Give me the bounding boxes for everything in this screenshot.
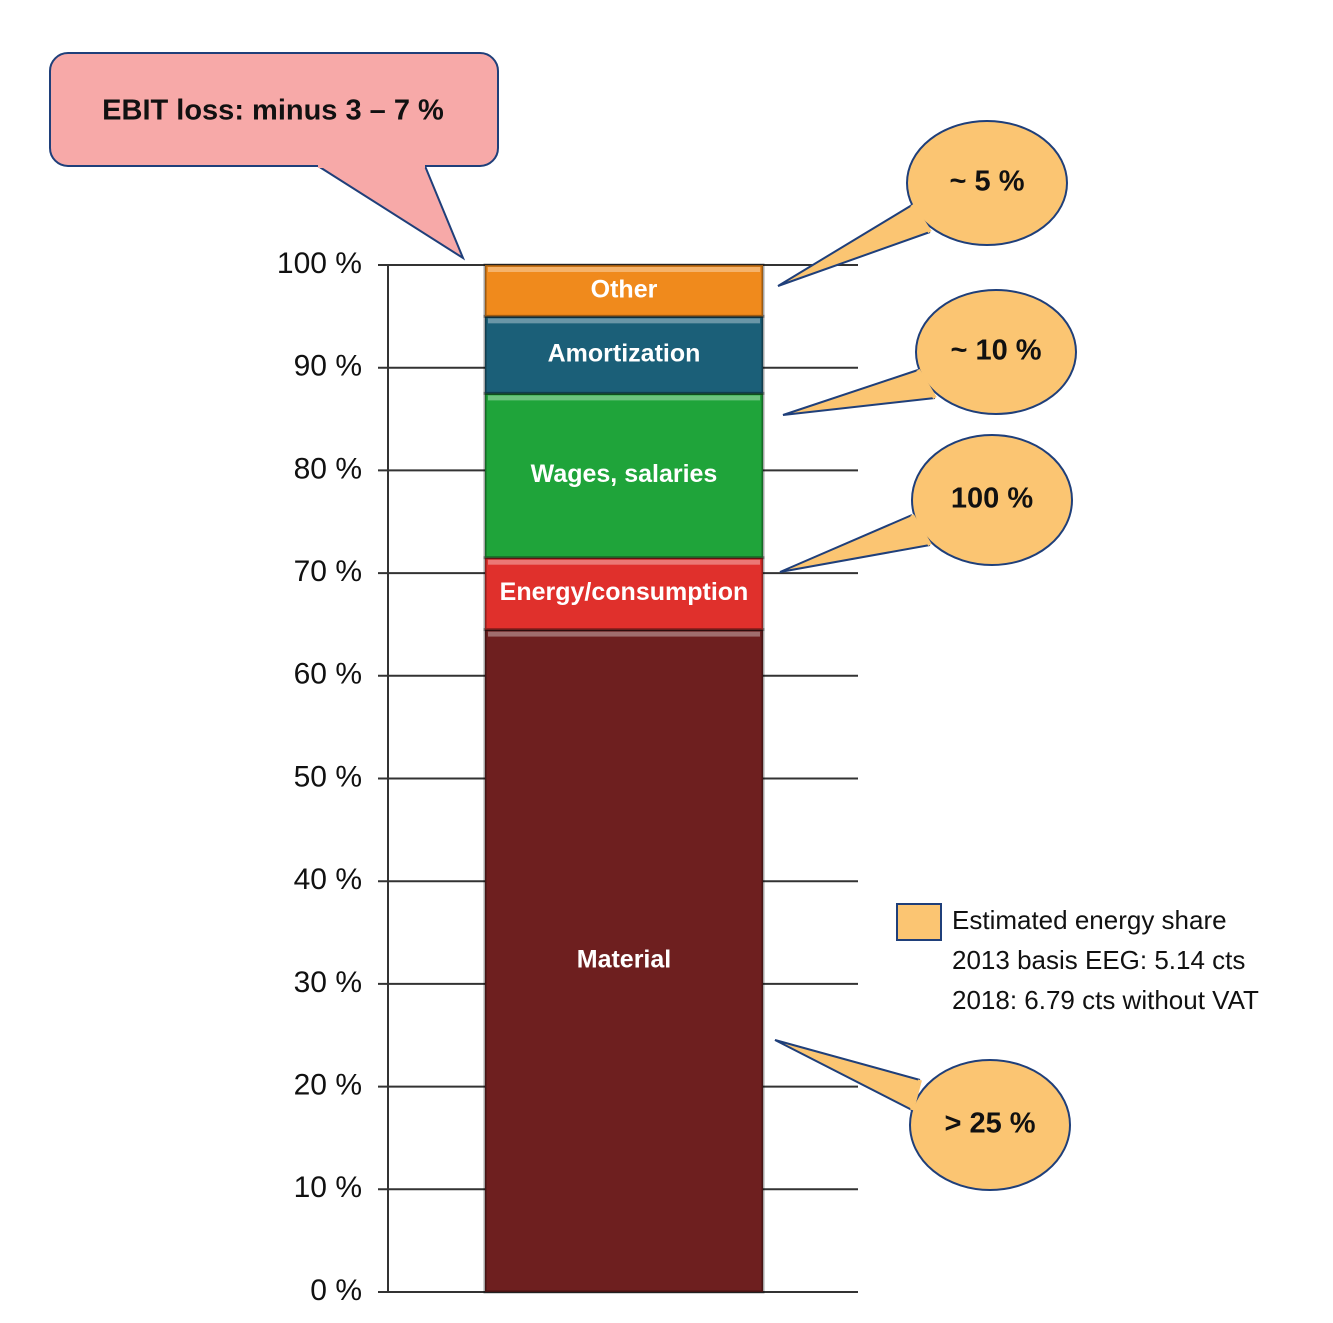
bar-segment — [483, 628, 765, 1294]
callout-text: 100 % — [951, 483, 1033, 515]
note-text: 2018: 6.79 cts without VAT — [952, 985, 1259, 1015]
bar-highlight — [488, 318, 760, 324]
y-tick-label: 70 % — [294, 555, 362, 588]
y-tick-label: 50 % — [294, 760, 362, 793]
segment-label: Energy/consumption — [500, 578, 749, 606]
callout-pointer — [317, 165, 466, 261]
y-tick-label: 20 % — [294, 1069, 362, 1102]
callout-bubble — [906, 120, 1068, 246]
callout-text: ~ 10 % — [950, 335, 1041, 367]
y-tick-label: 0 % — [310, 1274, 362, 1307]
callout-pointer — [777, 204, 931, 287]
note: Estimated energy share 2013 basis EEG: 5.… — [896, 903, 1259, 1015]
callout-pointer — [779, 514, 931, 573]
y-tick-label: 80 % — [294, 452, 362, 485]
bar-segment — [483, 263, 765, 318]
y-tick-label: 60 % — [294, 658, 362, 691]
callout-text: > 25 % — [944, 1108, 1035, 1140]
callout-pointer — [774, 1039, 921, 1111]
note-swatch — [896, 903, 942, 941]
callout-box — [49, 52, 499, 167]
y-tick-label: 10 % — [294, 1171, 362, 1204]
y-tick-label: 90 % — [294, 350, 362, 383]
pointer-cover — [910, 513, 932, 547]
bar-highlight — [488, 267, 760, 272]
segment-label: Other — [591, 275, 658, 303]
y-tick-label: 100 % — [277, 247, 362, 280]
callout-bubble — [915, 289, 1077, 415]
y-tick-label: 40 % — [294, 863, 362, 896]
pointer-cover — [910, 203, 932, 234]
callout-pointer — [782, 369, 936, 416]
pointer-cover — [916, 368, 937, 400]
segment-label: Amortization — [548, 339, 701, 367]
callout-text: EBIT loss: minus 3 – 7 % — [102, 95, 444, 127]
bar-highlight — [488, 559, 760, 565]
bar-segment — [483, 391, 765, 560]
bars: Material Energy/consumption Wages, salarie… — [483, 263, 765, 1294]
y-tick-label: 30 % — [294, 966, 362, 999]
bar-highlight — [488, 631, 760, 637]
note-text: 2013 basis EEG: 5.14 cts — [952, 945, 1245, 975]
pointer-cover — [910, 1079, 922, 1111]
callout-bubble — [909, 1059, 1071, 1191]
callout-bubble — [911, 434, 1073, 566]
bar-highlight — [488, 395, 760, 401]
callout-text: ~ 5 % — [950, 166, 1025, 198]
grid: 0 % 10 % 20 % 30 % 40 % 50 % 60 % 70 % 80 % 90 % 1… — [277, 247, 858, 1307]
note-text: Estimated energy share — [952, 905, 1227, 935]
segment-label: Wages, salaries — [531, 460, 718, 488]
callouts: EBIT loss: minus 3 – 7 % ~ 5 % ~ 10 % 100 %… — [49, 52, 1077, 1191]
segment-label: Material — [577, 945, 671, 973]
